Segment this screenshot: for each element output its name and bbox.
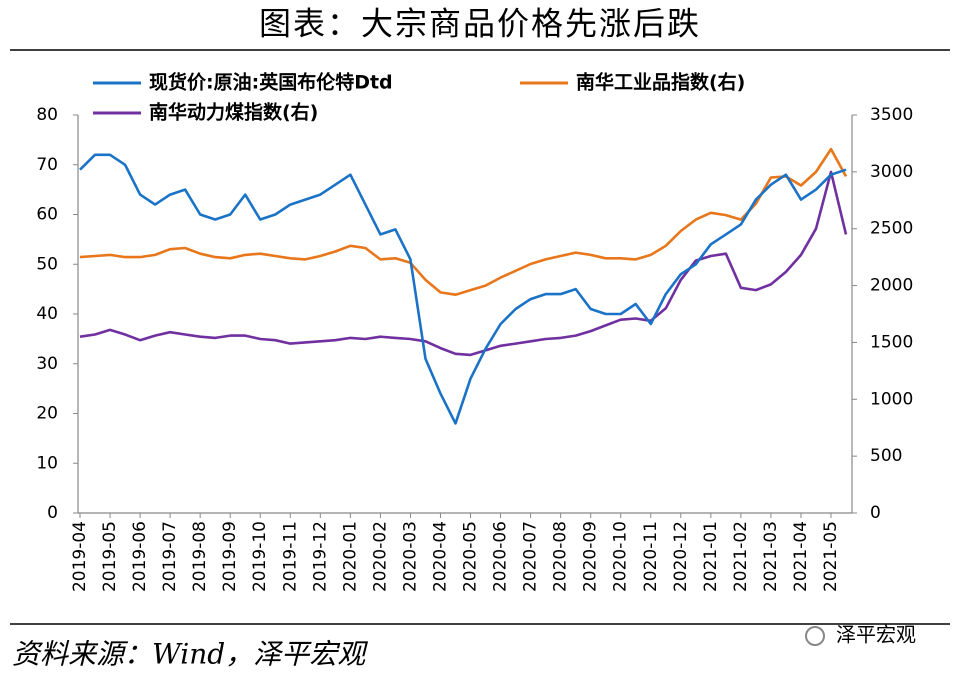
y2-tick-label: 1500 [870,332,913,352]
legend-label: 现货价:原油:英国布伦特Dtd [149,71,393,94]
x-tick-label: 2021-01 [701,521,721,592]
x-tick-label: 2020-10 [611,521,631,592]
series-line [79,170,848,357]
x-tick-label: 2020-12 [671,521,691,592]
watermark-icon [805,626,825,646]
y-tick-label: 20 [36,404,58,424]
x-tick-label: 2019-06 [130,521,150,592]
y-tick-label: 10 [36,453,58,473]
x-tick-label: 2020-11 [641,521,661,592]
source-note: 资料来源：Wind，泽平宏观 [12,638,368,671]
x-tick-label: 2021-02 [731,521,751,592]
x-tick-label: 2020-02 [370,521,390,592]
x-tick-label: 2020-01 [340,521,360,592]
y2-tick-label: 1000 [870,389,913,409]
x-tick-label: 2019-12 [310,521,330,592]
x-tick-label: 2019-05 [100,521,120,592]
legend-label: 南华工业品指数(右) [576,71,745,94]
y-tick-label: 0 [47,503,58,523]
x-tick-label: 2020-04 [430,521,450,592]
y-tick-label: 70 [36,155,58,175]
y2-tick-label: 2500 [870,219,913,239]
chart-title: 图表：大宗商品价格先涨后跌 [259,5,701,43]
x-tick-label: 2019-04 [70,521,90,592]
y-tick-label: 50 [36,254,58,274]
x-tick-label: 2019-08 [190,521,210,592]
y2-tick-label: 0 [870,503,881,523]
x-tick-label: 2020-06 [491,521,511,592]
x-tick-label: 2021-05 [821,521,841,592]
x-tick-label: 2019-11 [280,521,300,592]
y-tick-label: 60 [36,205,58,225]
y-tick-label: 40 [36,304,58,324]
x-tick-label: 2020-08 [551,521,571,592]
y2-tick-label: 3000 [870,162,913,182]
y2-tick-label: 3500 [870,105,913,125]
series-line [79,153,847,425]
x-tick-label: 2019-09 [220,521,240,592]
x-tick-label: 2020-07 [521,521,541,592]
y2-tick-label: 2000 [870,276,913,296]
x-tick-label: 2019-07 [160,521,180,592]
x-tick-label: 2020-05 [461,521,481,592]
x-tick-label: 2019-10 [250,521,270,592]
watermark: 泽平宏观 [836,623,916,647]
x-tick-label: 2020-09 [581,521,601,592]
y-tick-label: 80 [36,105,58,125]
y2-tick-label: 500 [870,446,902,466]
x-tick-label: 2020-03 [400,521,420,592]
y-tick-label: 30 [36,354,58,374]
x-tick-label: 2021-04 [791,521,811,592]
x-tick-label: 2021-03 [761,521,781,592]
legend-label: 南华动力煤指数(右) [149,101,318,124]
series-line [79,147,848,296]
